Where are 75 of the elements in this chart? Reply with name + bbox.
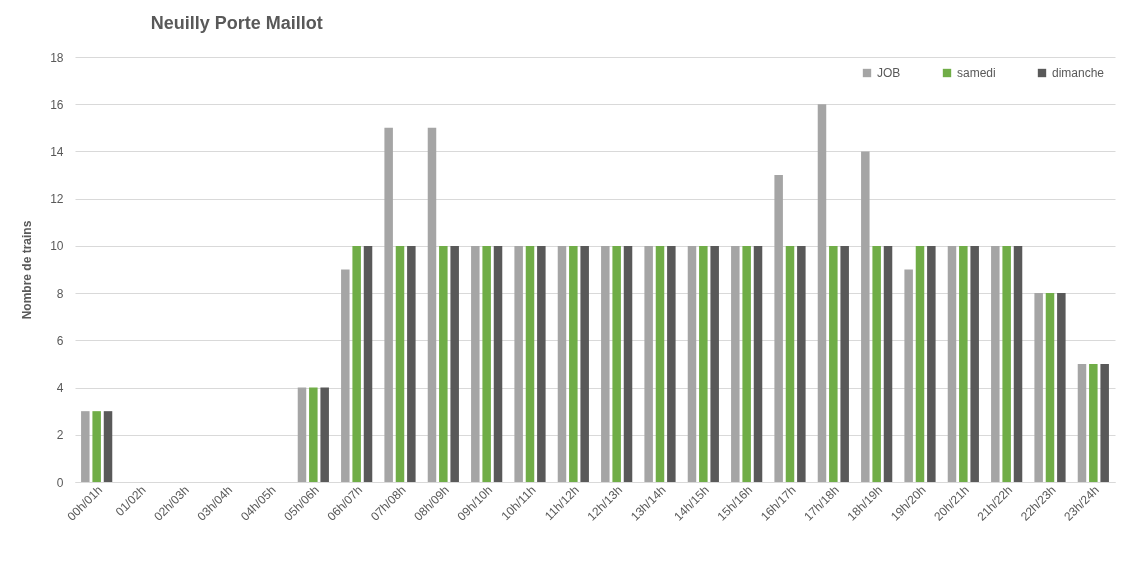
bar <box>655 245 665 482</box>
bar <box>817 104 827 482</box>
bar <box>514 245 523 482</box>
y-tick-label: 12 <box>50 192 64 207</box>
chart-title: Neuilly Porte Maillot <box>150 13 323 33</box>
legend-label: dimanche <box>1052 66 1105 80</box>
bar <box>753 245 763 482</box>
bar <box>797 245 806 482</box>
bar <box>525 245 535 482</box>
y-tick-label: 8 <box>56 286 64 301</box>
legend-label: samedi <box>957 66 996 80</box>
bar <box>1034 293 1043 482</box>
y-tick-label: 14 <box>50 144 64 159</box>
bar <box>883 245 893 482</box>
bar <box>970 245 979 482</box>
bar <box>927 245 936 482</box>
bar <box>341 269 350 482</box>
bar <box>785 245 795 482</box>
bar <box>81 411 90 482</box>
bar <box>482 245 491 482</box>
y-axis-title: Nombre de trains <box>20 220 35 320</box>
bar <box>384 127 393 482</box>
bar <box>904 269 913 482</box>
bar <box>1100 363 1109 482</box>
y-tick-label: 4 <box>56 381 64 396</box>
bar <box>1089 363 1098 482</box>
bar <box>644 245 653 482</box>
bar <box>320 387 329 482</box>
bar <box>829 245 838 482</box>
bar <box>687 245 697 482</box>
bar <box>569 245 578 482</box>
bar <box>667 245 676 482</box>
bar <box>537 245 546 482</box>
bar <box>471 245 480 482</box>
bar <box>427 127 437 482</box>
bar <box>1045 293 1055 482</box>
bar <box>601 245 610 482</box>
bar <box>309 387 318 482</box>
bar <box>580 245 589 482</box>
bar <box>991 245 1000 482</box>
bar <box>439 245 448 482</box>
bar <box>92 411 101 482</box>
bar <box>710 245 719 482</box>
legend-label: JOB <box>877 66 901 80</box>
y-tick-label: 18 <box>50 50 64 65</box>
bar <box>623 245 633 482</box>
bar <box>352 245 361 482</box>
y-tick-label: 2 <box>56 428 64 443</box>
bar <box>774 175 783 482</box>
bar <box>742 245 751 482</box>
bar <box>103 411 113 482</box>
y-tick-label: 10 <box>50 239 64 254</box>
bar <box>407 245 416 482</box>
bar <box>947 245 957 482</box>
bar <box>731 245 740 482</box>
bar <box>959 245 968 482</box>
y-tick-label: 16 <box>50 97 64 112</box>
bar <box>1077 363 1087 482</box>
bar <box>1013 245 1023 482</box>
bar <box>872 245 881 482</box>
y-tick-label: 6 <box>56 333 64 348</box>
bar <box>395 245 405 482</box>
bar <box>861 151 870 482</box>
bar <box>493 245 503 482</box>
bar <box>612 245 621 482</box>
bar <box>297 387 307 482</box>
bar <box>915 245 925 482</box>
bar <box>557 245 567 482</box>
bar <box>840 245 849 482</box>
bar <box>1002 245 1011 482</box>
bar <box>1057 293 1066 482</box>
bar <box>363 245 373 482</box>
bar <box>450 245 459 482</box>
bar <box>699 245 708 482</box>
y-tick-label: 0 <box>56 475 64 490</box>
